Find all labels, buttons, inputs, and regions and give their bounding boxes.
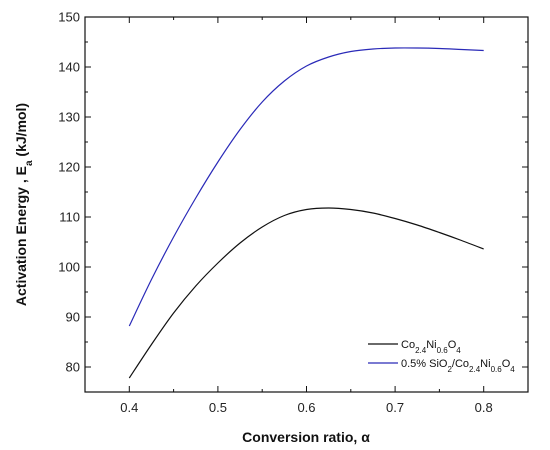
y-tick-label: 90 [66,310,80,325]
x-tick-label: 0.7 [386,400,404,415]
x-tick-label: 0.4 [120,400,138,415]
series-lines [128,47,484,379]
x-axis-title: Conversion ratio, α [242,429,370,445]
y-axis-title-unit: (kJ/mol) [13,103,29,161]
x-tick-label: 0.5 [209,400,227,415]
legend-label-1: Co2.4Ni0.6O4 [401,339,461,355]
y-tick-label: 110 [59,210,80,225]
y-tick-label: 150 [58,10,80,25]
y-tick-label: 80 [66,360,80,375]
series-line-2 [128,47,484,327]
series-line-1 [128,207,484,379]
x-tick-label: 0.6 [297,400,315,415]
y-tick-label: 100 [58,260,80,275]
y-axis-title-main: Activation Energy , E [13,166,29,306]
y-tick-label: 130 [58,110,80,125]
y-axis-title: Activation Energy , Ea (kJ/mol) [13,103,35,306]
y-tick-label: 120 [58,160,80,175]
plot-frame [84,16,529,393]
y-axis-title-subscript: a [24,160,35,166]
legend: Co2.4Ni0.6O4 0.5% SiO2/Co2.4Ni0.6O4 [368,339,515,374]
x-tick-label: 0.8 [475,400,493,415]
legend-label-2: 0.5% SiO2/Co2.4Ni0.6O4 [401,358,515,374]
axis-ticks: 0.4 0.5 0.6 0.7 0.8 80 90 100 110 120 130 140 150 [58,10,529,415]
y-tick-label: 140 [58,60,80,75]
